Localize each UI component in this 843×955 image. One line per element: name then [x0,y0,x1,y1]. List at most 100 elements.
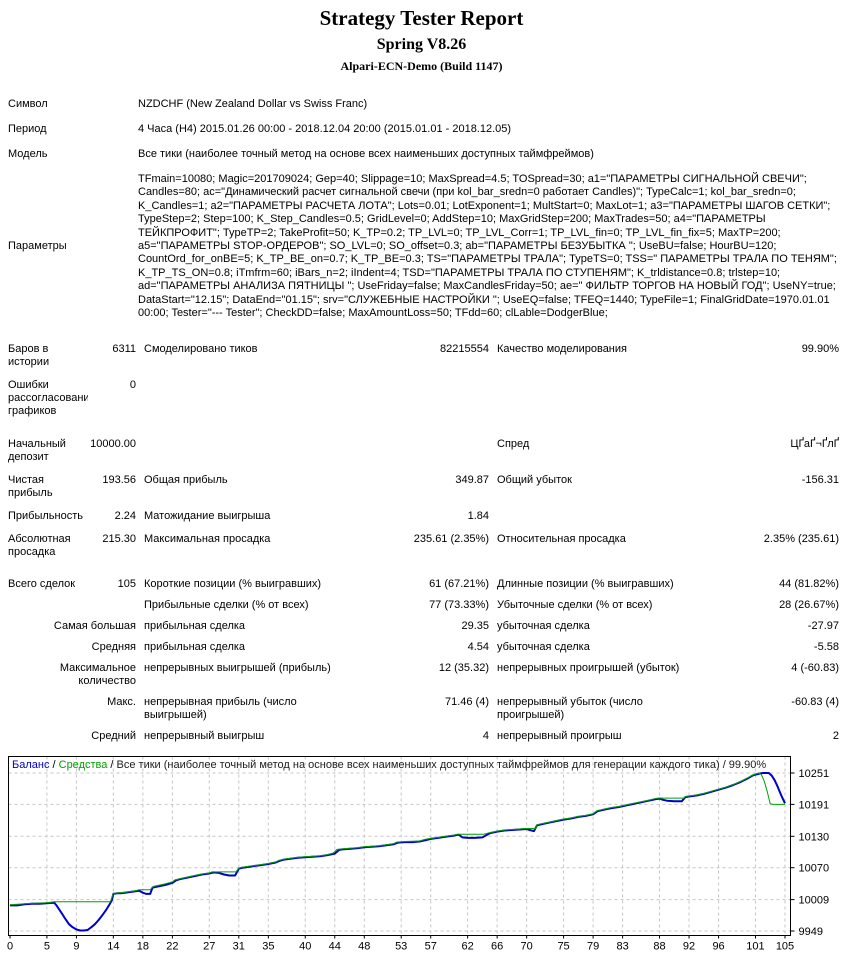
stats-value: 71.46 (4) [444,696,489,709]
stats-label [489,505,705,528]
info-row: Модель Все тики (наиболее точный метод на… [4,142,839,167]
x-tick-label: 48 [358,941,370,953]
stats-value: 215.30 [102,533,136,546]
stats-value: 349.87 [455,474,489,487]
chart-legend: Баланс / Средства / Все тики (наиболее т… [12,759,766,771]
stats-label: Начальный депозит [8,438,66,464]
stats-row: Макс. непрерывная прибыль (число выигрыше… [4,692,839,726]
stats-value: 1.84 [467,510,489,523]
stats-value: 4 (-60.83) [791,662,839,675]
stats-label: Прибыльность [8,510,83,523]
stats-label: Чистая прибыль [8,474,53,500]
stats-label: Средняя [91,641,136,654]
stats-value: 235.61 (2.35%) [413,533,489,546]
x-tick-label: 35 [262,941,274,953]
x-tick-label: 40 [299,941,311,953]
y-tick-label: 10070 [799,863,830,875]
parameter-line: TypeStep=2; Step=100; K_Step_Candles=0.5… [138,213,766,226]
stats-label: Матожидание выигрыша [144,510,271,523]
parameters-value: TFmain=10080; Magic=201709024; Gep=40; S… [138,167,839,326]
stats-label: Смоделировано тиков [144,343,258,356]
stats-label [136,433,348,469]
stats-row: Прибыльные сделки (% от всех) 77 (73.33%)… [4,595,839,616]
stats-label: Баров в истории [8,343,50,369]
balance-chart: 0 5 9 14 18 22 27 31 35 40 44 48 53 57 62 66 70 75 79 83 88 9… [0,755,843,955]
stats-label: Всего сделок [8,578,76,591]
info-value: NZDCHF (New Zealand Dollar vs Swiss Fran… [138,98,368,110]
x-tick-label: 66 [491,941,503,953]
parameter-line: K_TP_TS_ON=0.8; iTmfrm=60; iBars_n=2; iI… [138,266,781,279]
stats-value: 77 (73.33%) [429,599,489,612]
stats-value: 2.24 [114,510,136,523]
stats-row: Всего сделок 105 Короткие позиции (% выигр… [4,574,839,595]
x-tick-label: 44 [329,941,341,953]
stats-label: Средний [91,730,136,743]
stats-value: -5.58 [813,641,839,654]
stats-label: прибыльная сделка [144,641,246,654]
legend-model: Все тики (наиболее точный метод на основ… [117,759,767,771]
stats-label: непрерывных проигрышей (убыток) [497,662,680,675]
stats-value: -60.83 (4) [791,696,839,709]
stats-row: Абсолютная просадка 215.30 Максимальная пр… [4,528,839,564]
parameter-line: ТЕЙКПРОФИТ"; TypeTP=2; TakeProfit=50; K_… [138,226,781,239]
info-value: Все тики (наиболее точный метод на основ… [138,148,594,160]
parameter-line: CountOrd_for_onBE=5; K_TP_BE_on=0.7; K_T… [138,253,837,266]
info-label: Период [8,123,47,135]
info-row: Символ NZDCHF (New Zealand Dollar vs Swis… [4,92,839,117]
stats-label: Качество моделирования [497,343,627,356]
stats-label: Относительная просадка [497,533,626,546]
stats-table-history: Баров в истории 6311 Смоделировано тиков 82… [4,338,839,423]
stats-value: 4.54 [467,641,489,654]
parameters-row: Параметры TFmain=10080; Magic=201709024; … [4,167,839,326]
x-tick-label: 57 [425,941,437,953]
stats-value: 61 (67.21%) [429,578,489,591]
stats-label: Общий убыток [497,474,572,487]
stats-row: Самая большая прибыльная сделка 29.35 убыто… [4,616,839,637]
x-tick-label: 88 [653,941,665,953]
stats-value: 105 [117,578,136,591]
y-tick-label: 10251 [799,768,830,780]
stats-value: 44 (81.82%) [779,578,839,591]
stats-label: Самая большая [53,620,136,633]
parameter-line: 00:00; Tester="--- Tester"; CheckDD=fals… [138,307,608,320]
parameter-line: a5="ПАРАМЕТРЫ STOP-ОРДЕРОВ"; SO_LVL=0; S… [138,240,777,253]
stats-value: 2 [832,730,839,743]
stats-value: 82215554 [440,343,489,356]
stats-label: Абсолютная просадка [8,533,71,559]
stats-label: Макс. [107,696,136,709]
parameter-line: Candles=80; ac="Динамический расчет сигн… [138,186,796,199]
x-tick-label: 101 [746,941,764,953]
stats-value [88,595,136,616]
stats-label: непрерывный проигрыш [497,730,622,743]
stats-label: прибыльная сделка [144,620,246,633]
x-tick-label: 79 [587,941,599,953]
stats-value [705,374,839,423]
stats-label: Максимальная просадка [144,533,271,546]
stats-label: Прибыльные сделки (% от всех) [144,599,309,612]
y-tick-label: 10130 [799,832,830,844]
chart-border [8,756,791,937]
stats-value [348,374,489,423]
x-tick-label: 53 [395,941,407,953]
stats-label: Спред [497,438,530,451]
stats-label: Длинные позиции (% выигравших) [497,578,674,591]
x-tick-label: 22 [166,941,178,953]
legend-separator: / [107,759,116,771]
info-row: Период 4 Часа (H4) 2015.01.26 00:00 - 201… [4,117,839,142]
info-label: Модель [8,148,48,160]
stats-value: 12 (35.32) [438,662,489,675]
x-tick-label: 0 [7,941,13,953]
stats-row: Чистая прибыль 193.56 Общая прибыль 349.87 О… [4,469,839,505]
x-tick-label: 75 [557,941,569,953]
stats-row: Прибыльность 2.24 Матожидание выигрыша 1.84 [4,505,839,528]
x-tick-label: 70 [521,941,533,953]
report-header: Strategy Tester Report Spring V8.26 Alpa… [0,6,843,74]
stats-value [348,433,489,469]
y-tick-label: 10009 [799,895,830,907]
info-table: Символ NZDCHF (New Zealand Dollar vs Swis… [4,92,839,326]
stats-value: -156.31 [801,474,839,487]
stats-value: 10000.00 [90,438,136,451]
strategy-tester-report: Strategy Tester Report Spring V8.26 Alpa… [0,6,843,955]
y-tick-label: 10191 [799,800,830,812]
info-label: Символ [8,98,48,110]
